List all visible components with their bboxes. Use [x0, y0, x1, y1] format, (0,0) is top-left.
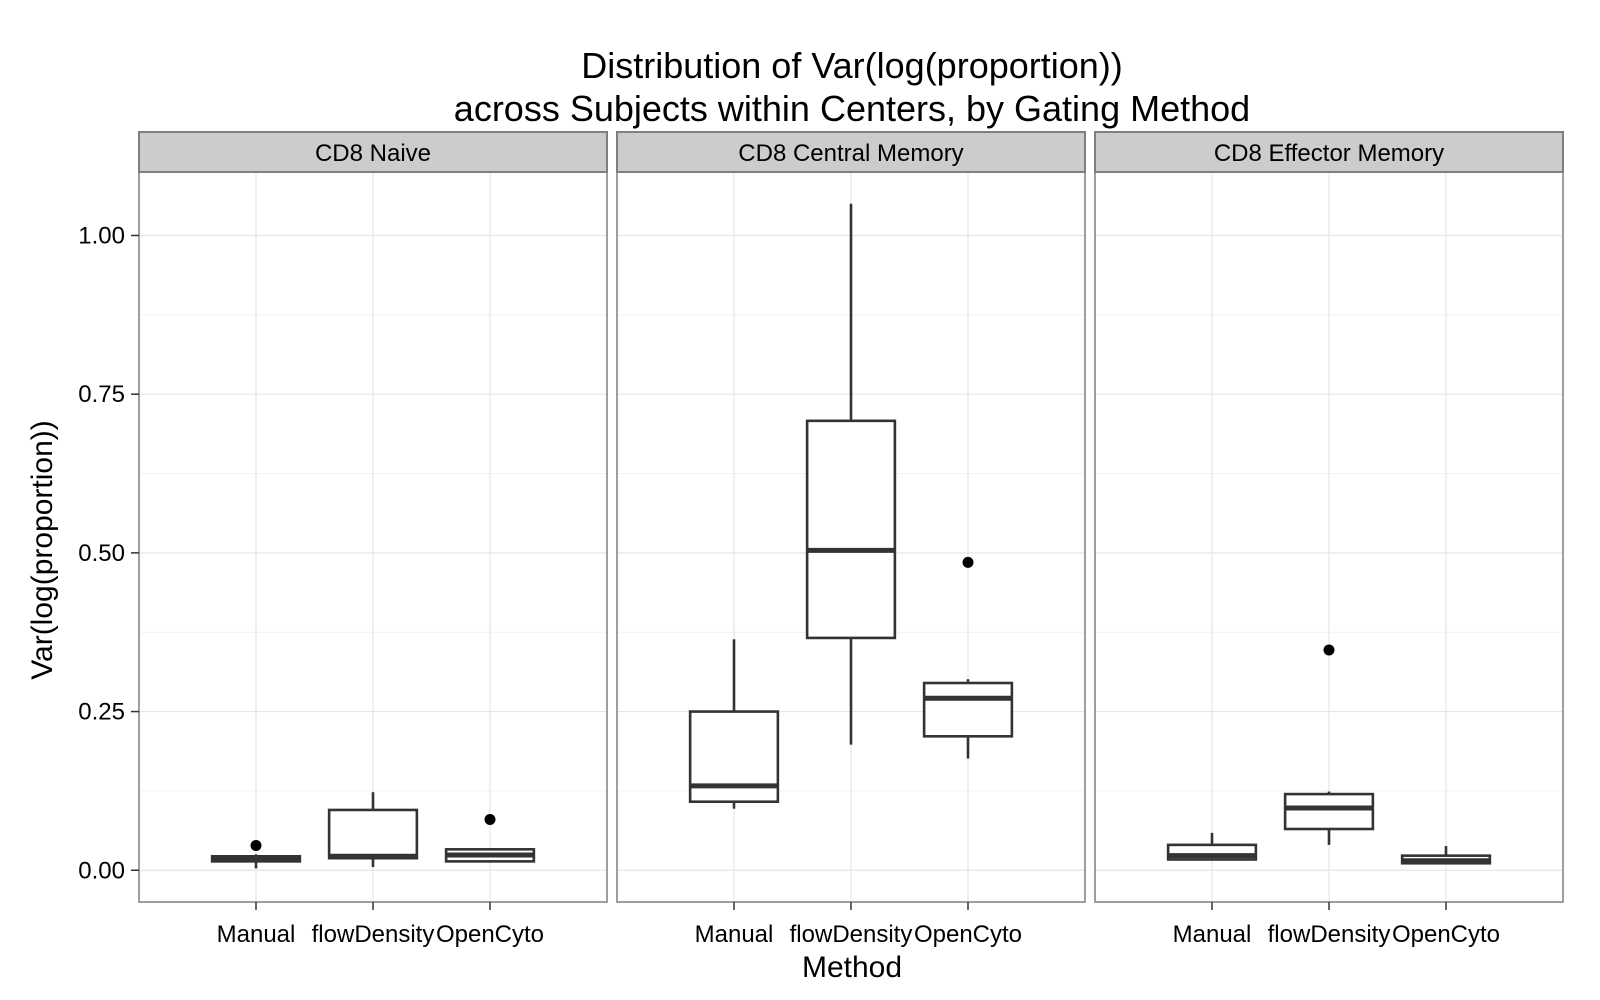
x-tick-label: Manual	[695, 921, 774, 948]
box-manual	[1166, 832, 1258, 861]
facet-label: CD8 Naive	[315, 140, 431, 167]
x-tick-label: flowDensity	[790, 921, 913, 948]
iqr-box	[922, 681, 1014, 738]
facet-panel: CD8 Naive Manual flowDensity OpenCyto	[138, 131, 608, 948]
chart-title-line-1: Distribution of Var(log(proportion))	[581, 45, 1123, 86]
box-flowdensity	[805, 203, 897, 745]
iqr-box	[327, 808, 419, 860]
x-tick-label: OpenCyto	[436, 921, 544, 948]
y-axis: 0.00 0.25 0.50 0.75 1.00	[78, 222, 139, 884]
facet-label: CD8 Effector Memory	[1214, 140, 1444, 167]
y-tick-label: 0.25	[78, 699, 125, 726]
outlier-point	[1323, 644, 1335, 656]
box-manual	[210, 840, 302, 869]
iqr-box	[1283, 792, 1375, 831]
outlier-point	[484, 813, 496, 825]
x-axis-title: Method	[802, 951, 902, 984]
chart-title-line-2: across Subjects within Centers, by Gatin…	[454, 88, 1250, 129]
x-tick-label: Manual	[217, 921, 296, 948]
facet-strip	[616, 131, 1086, 173]
x-tick-label: OpenCyto	[914, 921, 1022, 948]
gridlines	[1095, 172, 1563, 902]
facet-label: CD8 Central Memory	[738, 140, 963, 167]
x-tick-label: Manual	[1173, 921, 1252, 948]
gridlines	[139, 172, 607, 902]
y-tick-label: 0.50	[78, 540, 125, 567]
outlier-point	[250, 840, 262, 852]
box-flowdensity	[1283, 644, 1375, 845]
box-opencyto	[922, 556, 1014, 759]
box-opencyto	[444, 813, 536, 863]
facet-strip	[138, 131, 608, 173]
iqr-box	[805, 419, 897, 640]
y-tick-label: 0.00	[78, 857, 125, 884]
box-manual	[688, 639, 780, 809]
box-flowdensity	[327, 792, 419, 868]
y-tick-label: 1.00	[78, 222, 125, 249]
y-tick-label: 0.75	[78, 381, 125, 408]
x-tick-label: flowDensity	[312, 921, 435, 948]
outlier-point	[962, 556, 974, 568]
x-tick-label: flowDensity	[1268, 921, 1391, 948]
facet-strip	[1094, 131, 1564, 173]
facet-panel: CD8 Central Memory Manual flowDensity OpenC…	[616, 131, 1086, 948]
facet-panel: CD8 Effector Memory Manual flowDensity Open…	[1094, 131, 1564, 948]
y-axis-title: Var(log(proportion))	[26, 420, 59, 680]
x-tick-label: OpenCyto	[1392, 921, 1500, 948]
box-opencyto	[1400, 846, 1492, 865]
